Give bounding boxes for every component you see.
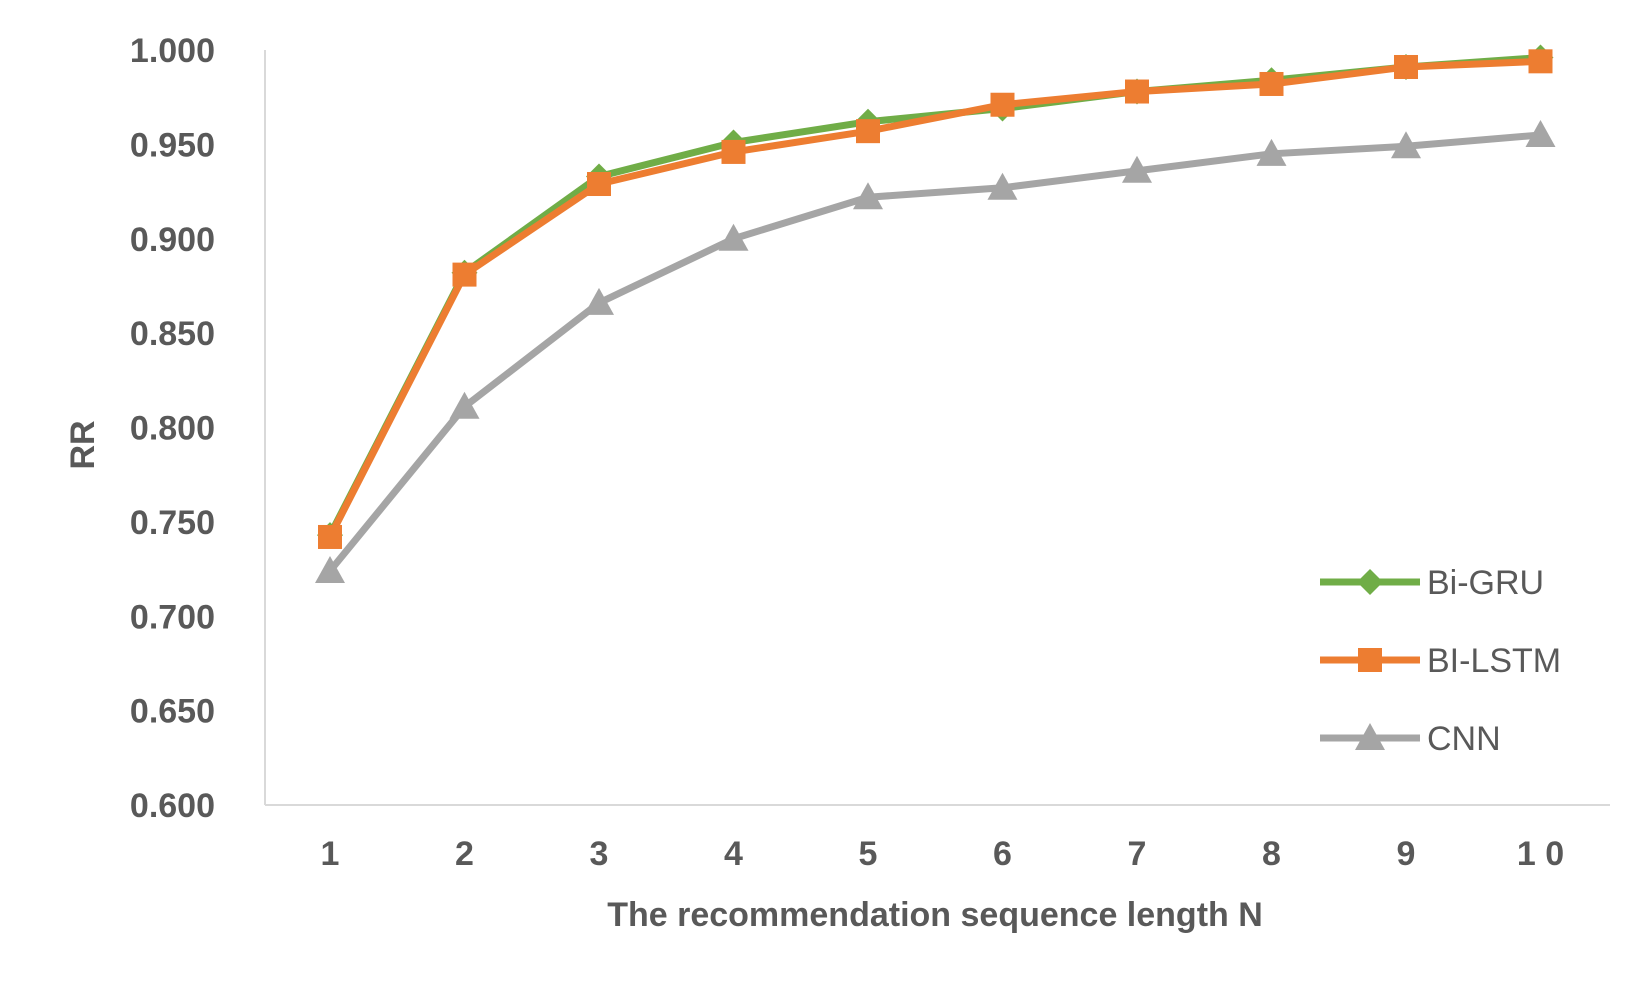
- legend: Bi-GRU BI-LSTM CNN: [1320, 564, 1561, 758]
- data-point-cnn: [853, 182, 883, 210]
- series-bi-lstm: [318, 49, 1553, 549]
- legend-marker: [1357, 569, 1383, 595]
- x-tick-label: 1 0: [1517, 835, 1564, 873]
- y-tick-label: 0.750: [130, 504, 215, 542]
- y-tick-label: 0.650: [130, 693, 215, 731]
- y-tick-label: 0.900: [130, 221, 215, 259]
- x-tick-label: 1: [321, 835, 340, 873]
- y-tick-label: 0.850: [130, 315, 215, 353]
- data-point-bi-lstm: [1528, 49, 1553, 74]
- y-tick-label: 0.700: [130, 598, 215, 636]
- series-line-bi-lstm: [326, 57, 1541, 539]
- data-point-bi-lstm: [990, 92, 1015, 117]
- legend-marker: [1355, 723, 1385, 750]
- y-tick-label: 0.600: [130, 787, 215, 825]
- x-tick-label: 6: [993, 835, 1012, 873]
- data-point-cnn: [1256, 138, 1287, 166]
- y-axis-title: RR: [64, 420, 102, 469]
- legend-item-cnn: CNN: [1320, 720, 1501, 758]
- legend-item-bi-lstm: BI-LSTM: [1320, 642, 1561, 680]
- x-tick-label: 3: [590, 835, 609, 873]
- x-axis-title: The recommendation sequence length N: [607, 896, 1263, 934]
- data-point-cnn: [1525, 119, 1556, 147]
- x-tick-labels: 1 2 3 4 5 6 7 8 9 1 0: [321, 835, 1565, 873]
- data-point-cnn: [584, 287, 614, 315]
- y-tick-label: 0.800: [130, 410, 215, 448]
- y-tick-label: 0.950: [130, 126, 215, 164]
- y-tick-label: 1.000: [130, 32, 215, 70]
- data-point-bi-lstm: [1394, 54, 1418, 79]
- data-point-cnn: [987, 172, 1018, 200]
- series-line-bi-gru: [326, 54, 1541, 537]
- legend-label: Bi-GRU: [1427, 564, 1544, 602]
- data-point-cnn: [315, 555, 345, 583]
- data-point-bi-lstm: [721, 139, 746, 164]
- data-point-bi-lstm: [856, 119, 880, 144]
- data-point-bi-lstm: [318, 524, 342, 549]
- legend-label: CNN: [1427, 720, 1501, 758]
- axes: [264, 50, 1610, 806]
- y-tick-labels: 0.600 0.650 0.700 0.750 0.800 0.850 0.900 0.950…: [130, 32, 215, 825]
- x-tick-label: 7: [1128, 835, 1147, 873]
- data-point-cnn: [718, 223, 749, 251]
- x-tick-label: 9: [1397, 835, 1416, 873]
- data-point-cnn: [449, 391, 480, 419]
- x-tick-label: 4: [724, 835, 743, 873]
- x-tick-label: 2: [455, 835, 474, 873]
- legend-label: BI-LSTM: [1427, 642, 1561, 680]
- data-point-bi-lstm: [452, 262, 477, 287]
- x-tick-label: 5: [859, 835, 878, 873]
- data-point-bi-lstm: [587, 172, 611, 197]
- data-point-bi-lstm: [1125, 79, 1149, 104]
- data-point-cnn: [1391, 131, 1421, 159]
- data-point-bi-lstm: [1259, 71, 1284, 96]
- series-cnn: [315, 119, 1556, 583]
- legend-marker: [1358, 648, 1382, 672]
- x-tick-label: 8: [1262, 835, 1281, 873]
- series-layer: [315, 44, 1556, 583]
- legend-item-bi-gru: Bi-GRU: [1320, 564, 1544, 602]
- data-point-cnn: [1122, 155, 1152, 183]
- series-line-cnn: [327, 131, 1541, 574]
